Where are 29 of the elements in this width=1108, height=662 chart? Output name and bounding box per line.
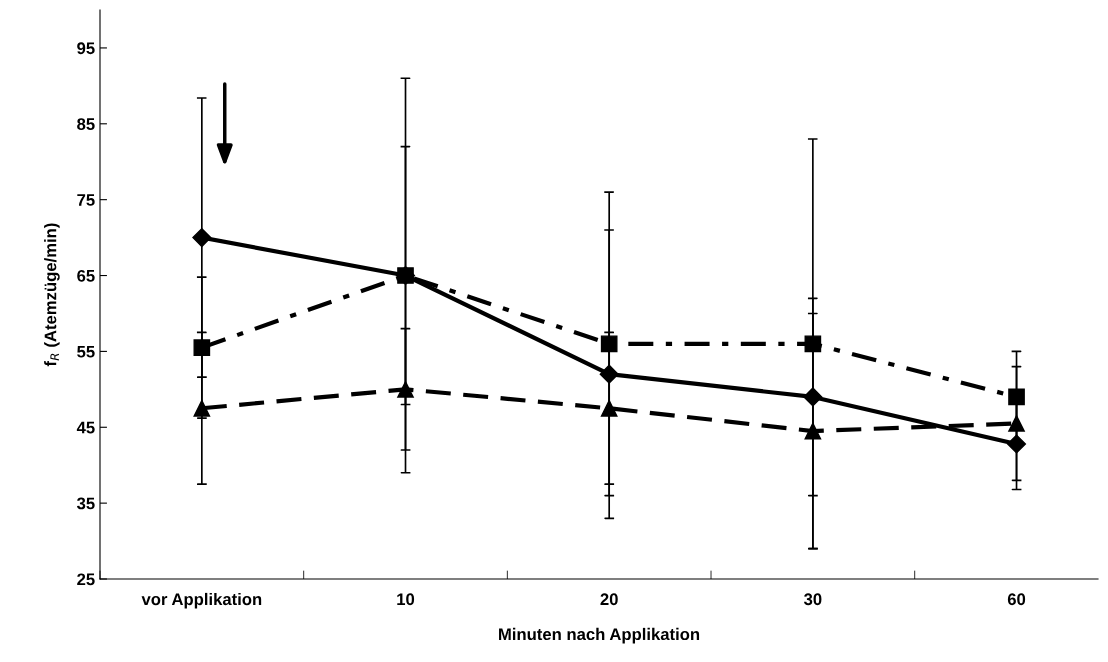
y-tick-label: 65 <box>77 269 95 282</box>
point <box>192 228 212 248</box>
point <box>803 387 823 407</box>
point <box>1008 415 1025 432</box>
point <box>397 380 414 398</box>
point <box>804 422 822 440</box>
point <box>804 335 822 353</box>
y-tick-label: 85 <box>77 118 95 130</box>
x-tick-label: 20 <box>600 593 618 606</box>
point <box>193 399 211 417</box>
point <box>1008 388 1025 406</box>
y-tick-label: 25 <box>77 573 95 586</box>
point <box>397 267 414 284</box>
y-tick-label: 55 <box>77 345 95 358</box>
point <box>193 339 211 356</box>
x-tick-label: 30 <box>803 593 822 606</box>
x-axis-title: Minuten nach Applikation <box>499 627 700 644</box>
point <box>600 399 618 417</box>
y-tick-label: 95 <box>77 42 95 55</box>
x-tick-label: vor Applikation <box>141 592 262 609</box>
point <box>599 364 619 384</box>
x-tick-label: 60 <box>1007 593 1026 606</box>
x-tick-label: 10 <box>397 593 415 606</box>
point <box>1006 434 1027 454</box>
y-tick-label: 35 <box>76 497 95 510</box>
y-axis-title: f$_{R}$ (Atemzüge/min) <box>44 223 60 367</box>
y-tick-label: 75 <box>77 194 95 206</box>
point <box>600 335 618 353</box>
y-tick-label: 45 <box>76 421 95 434</box>
